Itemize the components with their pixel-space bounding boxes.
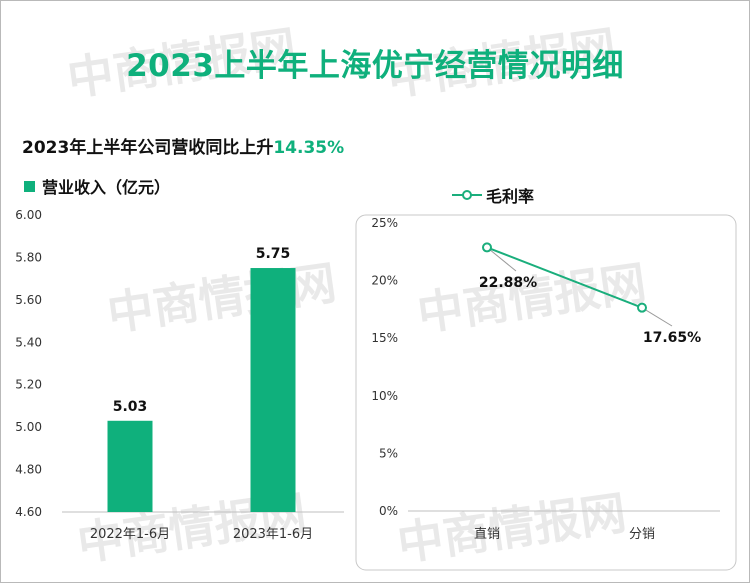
line-value-label: 22.88% (479, 275, 537, 291)
bar-x-tick-label: 2023年1-6月 (233, 527, 313, 542)
watermark-text: 中商情报网 (104, 255, 339, 340)
line-x-tick-label: 直销 (474, 527, 500, 542)
series-line (486, 246, 643, 309)
line-point (637, 302, 647, 313)
bar-value-label: 5.03 (113, 399, 148, 415)
bar-value-label: 5.75 (256, 246, 291, 262)
line-value-label: 17.65% (643, 330, 701, 346)
bar-y-tick-label: 6.00 (15, 208, 42, 222)
bar-x-tick-label: 2022年1-6月 (90, 527, 170, 542)
line-y-tick-label: 5% (379, 446, 398, 460)
watermark-text: 中商情报网 (414, 255, 649, 340)
bar-y-tick-label: 4.80 (15, 463, 42, 477)
line-point (482, 242, 492, 253)
line-legend-marker-icon (452, 190, 482, 200)
line-y-tick-label: 0% (379, 504, 398, 518)
page-title: 2023上半年上海优宁经营情况明细 (126, 48, 624, 84)
line-panel (355, 214, 737, 571)
line-y-tick-label: 15% (371, 331, 398, 345)
subtitle-highlight: 14.35% (273, 138, 345, 158)
bar-y-tick-label: 5.60 (15, 293, 42, 307)
line-y-tick-label: 10% (371, 389, 398, 403)
line-y-tick-label: 25% (371, 216, 398, 230)
bar-legend: 营业收入（亿元） (24, 174, 170, 198)
line-legend-label: 毛利率 (486, 187, 535, 206)
label-leader-line (486, 247, 517, 272)
bar-legend-label: 营业收入（亿元） (42, 178, 171, 197)
line-y-tick-label: 20% (371, 274, 398, 288)
label-leader-line (641, 307, 673, 327)
bar-y-tick-label: 5.40 (15, 335, 42, 349)
line-chart: 25% 20% 15% 10% 5% 0% 直销 分销 22.88% 17.65% (371, 216, 720, 542)
bar-chart: 6.00 5.80 5.60 5.40 5.20 5.00 4.80 4.60 2022年1-… (15, 208, 344, 542)
bar-y-tick-label: 5.00 (15, 420, 42, 434)
watermark-text: 中商情报网 (394, 485, 629, 570)
bar-legend-swatch (24, 180, 35, 192)
bar-y-tick-label: 4.60 (15, 505, 42, 519)
subtitle: 2023年上半年公司营收同比上升14.35% (22, 133, 344, 158)
line-x-tick-label: 分销 (629, 527, 655, 542)
line-legend: 毛利率 (452, 183, 534, 207)
bar (250, 268, 296, 512)
bar (107, 420, 153, 512)
bar-y-tick-label: 5.80 (15, 250, 42, 264)
subtitle-text: 2023年上半年公司营收同比上升 (22, 138, 274, 158)
bar-y-tick-label: 5.20 (15, 378, 42, 392)
